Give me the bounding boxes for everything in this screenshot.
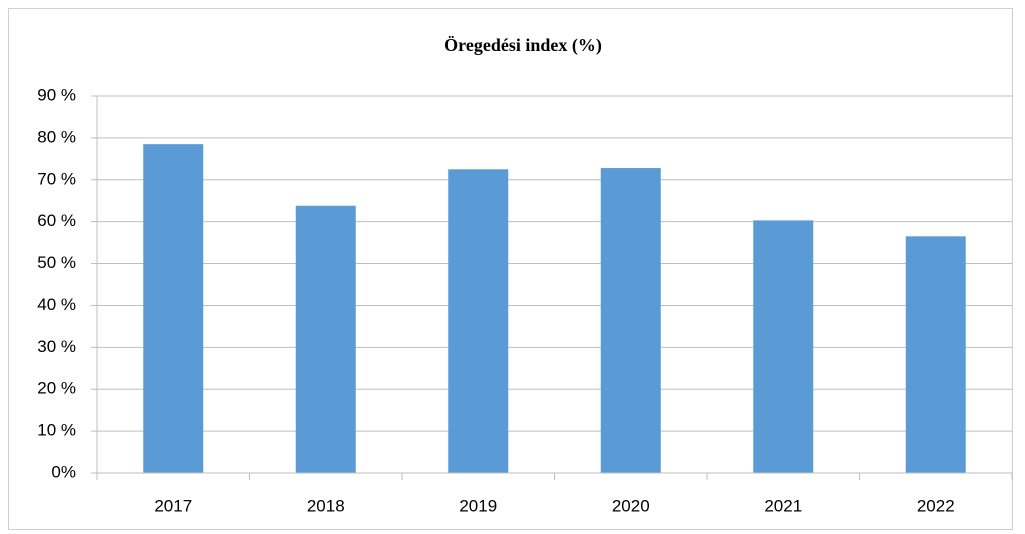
y-tick-label: 0% [51,462,76,481]
y-tick-label: 50 % [37,253,76,272]
bar [295,205,356,473]
x-tick-label: 2021 [764,496,802,515]
bar [753,220,814,473]
y-tick-label: 20 % [37,379,76,398]
bar [143,144,204,473]
x-tick-label: 2018 [307,496,345,515]
bar [905,236,966,473]
x-tick-label: 2019 [459,496,497,515]
y-tick-label: 40 % [37,295,76,314]
y-tick-label: 70 % [37,169,76,188]
y-tick-label: 60 % [37,211,76,230]
x-tick-label: 2020 [612,496,650,515]
y-tick-label: 10 % [37,421,76,440]
bar [448,169,509,474]
chart-title: Öregedési index (%) [444,35,602,56]
y-tick-label: 30 % [37,337,76,356]
y-tick-label: 80 % [37,127,76,146]
x-tick-label: 2017 [154,496,192,515]
y-tick-label: 90 % [37,85,76,104]
bar [600,168,661,473]
x-tick-label: 2022 [917,496,955,515]
